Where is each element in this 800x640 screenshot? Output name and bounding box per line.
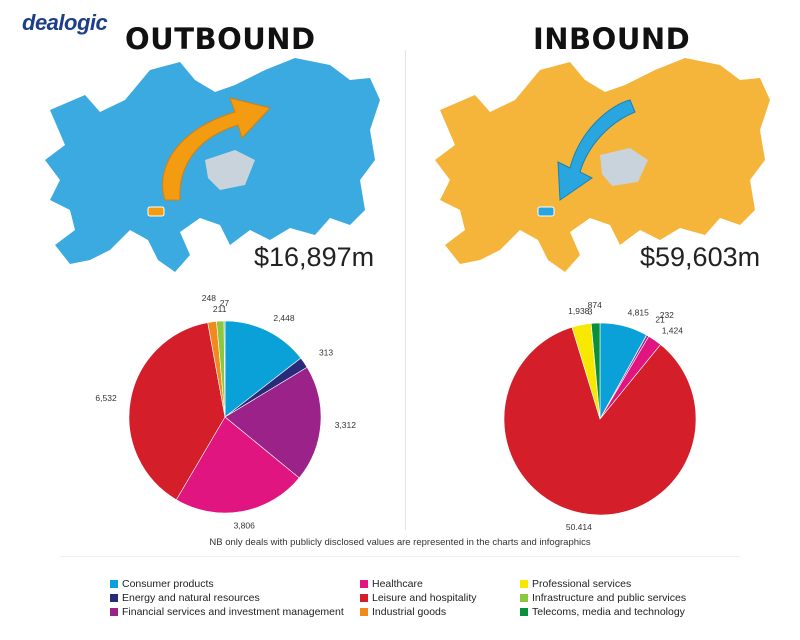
legend-swatch xyxy=(110,580,118,588)
legend-rule xyxy=(60,556,740,557)
pie-data-label: 248 xyxy=(202,293,216,303)
legend-item: Infrastructure and public services xyxy=(520,592,750,604)
pie-slice xyxy=(223,320,226,418)
switzerland-marker xyxy=(147,206,165,217)
pie-slice xyxy=(128,322,226,501)
pie-slice xyxy=(175,416,300,514)
legend-swatch xyxy=(520,594,528,602)
outbound-total-value: $16,897m xyxy=(254,242,375,272)
europe-map-inbound xyxy=(435,58,770,272)
pie-slice xyxy=(224,366,322,479)
pie-slice xyxy=(224,320,302,418)
legend-item: Professional services xyxy=(520,578,750,590)
pie-data-label: 313 xyxy=(319,347,333,357)
finland-region xyxy=(600,148,648,186)
switzerland-marker xyxy=(537,206,555,217)
panel-divider xyxy=(405,50,406,530)
legend: Consumer products Healthcare Professiona… xyxy=(110,578,750,618)
legend-item: Healthcare xyxy=(360,578,520,590)
pie-data-label: 3,312 xyxy=(335,420,357,430)
pie-data-label: 211 xyxy=(213,304,227,314)
legend-label: Professional services xyxy=(532,578,632,590)
pie-data-label: 1,938 xyxy=(568,306,590,316)
pie-data-label: 1,424 xyxy=(662,325,684,335)
legend-item: Consumer products xyxy=(110,578,360,590)
legend-label: Telecoms, media and technology xyxy=(532,606,685,618)
europe-map-outbound xyxy=(45,58,380,272)
legend-swatch xyxy=(360,580,368,588)
legend-label: Leisure and hospitality xyxy=(372,592,477,604)
pie-data-label: 874 xyxy=(588,300,602,310)
legend-label: Healthcare xyxy=(372,578,423,590)
legend-item: Leisure and hospitality xyxy=(360,592,520,604)
inbound-title: INBOUND xyxy=(533,22,691,56)
pie-data-label: 27 xyxy=(220,298,230,308)
legend-item: Industrial goods xyxy=(360,606,520,618)
legend-item: Telecoms, media and technology xyxy=(520,606,750,618)
pie-data-label: 4,815 xyxy=(628,308,650,318)
legend-swatch xyxy=(520,608,528,616)
pie-data-label: 3,806 xyxy=(234,520,256,530)
footnote: NB only deals with publicly disclosed va… xyxy=(209,537,591,548)
inbound-arrow xyxy=(557,99,636,201)
outbound-arrow xyxy=(162,97,271,201)
legend-label: Industrial goods xyxy=(372,606,447,618)
pie-data-label: 3 xyxy=(588,306,593,316)
pie-slice xyxy=(503,326,697,516)
legend-swatch xyxy=(110,594,118,602)
legend-label: Energy and natural resources xyxy=(122,592,260,604)
inbound-total-value: $59,603m xyxy=(640,242,761,272)
dealogic-logo: dealogic xyxy=(22,10,108,35)
pie-data-label: 6,532 xyxy=(95,393,117,403)
legend-swatch xyxy=(360,608,368,616)
legend-swatch xyxy=(520,580,528,588)
legend-item: Financial services and investment manage… xyxy=(110,606,360,618)
pie-data-label: 50,414 xyxy=(566,522,592,530)
outbound-title: OUTBOUND xyxy=(125,22,316,56)
pie-data-label: 232 xyxy=(660,310,674,320)
finland-region xyxy=(205,150,255,190)
legend-label: Financial services and investment manage… xyxy=(122,606,344,618)
legend-item: Energy and natural resources xyxy=(110,592,360,604)
pie-data-label: 2,448 xyxy=(273,313,295,323)
legend-swatch xyxy=(110,608,118,616)
pie-slice xyxy=(590,322,601,420)
legend-label: Consumer products xyxy=(122,578,214,590)
legend-swatch xyxy=(360,594,368,602)
pie-data-label: 21 xyxy=(655,314,665,324)
legend-label: Infrastructure and public services xyxy=(532,592,687,604)
